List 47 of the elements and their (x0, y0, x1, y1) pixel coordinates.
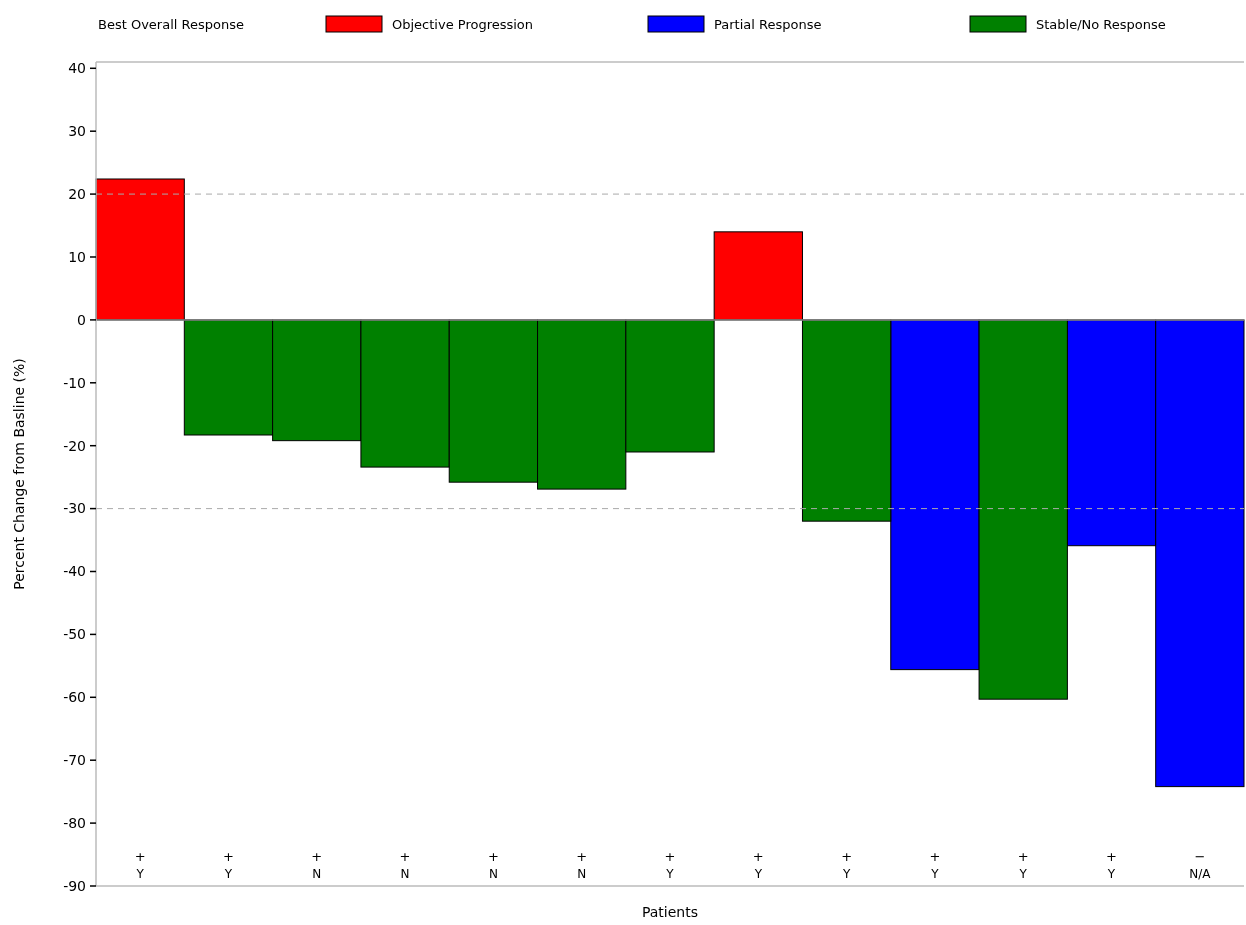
annotation: + (223, 848, 234, 864)
y-tick-label: -30 (63, 500, 86, 517)
x-tick-label: N (488, 867, 498, 881)
annotation: + (311, 848, 323, 864)
annotation: + (576, 848, 588, 864)
y-tick-label: 40 (68, 60, 86, 77)
legend-label: Stable/No Response (1036, 16, 1166, 32)
y-tick-label: 30 (68, 123, 86, 140)
legend-label: Partial Response (714, 16, 822, 32)
x-tick-label: Y (753, 867, 763, 881)
x-tick-label: Y (135, 867, 145, 881)
x-tick-label: N/A (1189, 867, 1212, 881)
x-tick-label: N (577, 867, 587, 881)
y-tick-label: -90 (63, 877, 86, 894)
annotation: + (664, 848, 676, 864)
x-tick-label: N (400, 867, 410, 881)
x-axis-title: Patients (641, 904, 699, 920)
y-tick-label: -10 (63, 374, 86, 391)
annotation: + (399, 848, 411, 864)
legend-label: Objective Progression (392, 16, 534, 32)
x-tick-label: Y (1106, 867, 1116, 881)
y-tick-label: 10 (68, 248, 86, 265)
y-tick-label: -70 (63, 752, 86, 769)
y-tick-label: -80 (63, 815, 86, 831)
annotation: + (1106, 848, 1117, 864)
annotation: + (1017, 848, 1029, 864)
x-tick-label: Y (665, 867, 675, 881)
annotation: + (841, 848, 853, 864)
y-tick-label: -60 (63, 689, 86, 706)
y-tick-label: -50 (63, 626, 86, 643)
y-tick-label: 20 (68, 185, 86, 202)
annotation: + (752, 848, 764, 864)
x-tick-label: Y (1018, 867, 1028, 881)
x-tick-label: Y (223, 867, 233, 881)
y-tick-label: -40 (63, 563, 86, 580)
annotation: + (134, 848, 146, 864)
x-tick-label: N (312, 867, 322, 881)
annotation: + (487, 848, 499, 864)
x-tick-label: Y (930, 867, 940, 881)
bar (713, 231, 803, 321)
annotation: − (1194, 848, 1206, 864)
x-tick-label: Y (841, 867, 851, 881)
y-tick-label: -20 (63, 437, 86, 454)
y-axis-title: Percent Change from Basline (%) (11, 358, 27, 590)
legend-title: Best Overall Response (98, 16, 244, 32)
y-tick-label: 0 (77, 311, 86, 328)
annotation: + (929, 848, 941, 864)
